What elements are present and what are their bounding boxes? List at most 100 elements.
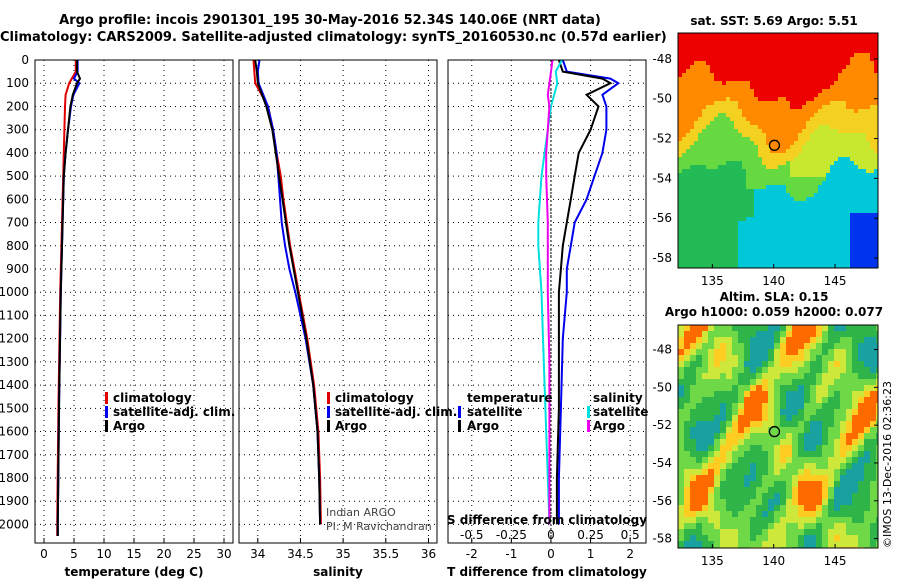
map-cell bbox=[858, 355, 865, 362]
map-cell bbox=[774, 157, 779, 162]
map-cell bbox=[750, 189, 755, 194]
map-cell bbox=[854, 69, 859, 74]
map-cell bbox=[686, 241, 691, 246]
map-cell bbox=[850, 41, 855, 46]
map-cell bbox=[770, 193, 775, 198]
map-cell bbox=[870, 81, 875, 86]
map-cell bbox=[738, 245, 743, 250]
map-cell bbox=[702, 385, 709, 392]
map-cell bbox=[708, 409, 715, 416]
map-cell bbox=[854, 185, 859, 190]
map-cell bbox=[774, 233, 779, 238]
map-cell bbox=[822, 373, 829, 380]
map-cell bbox=[690, 331, 697, 338]
map-cell bbox=[874, 89, 879, 94]
map-cell bbox=[798, 89, 803, 94]
map-cell bbox=[842, 125, 847, 130]
map-cell bbox=[768, 469, 775, 476]
map-cell bbox=[734, 85, 739, 90]
map-cell bbox=[862, 197, 867, 202]
map-cell bbox=[830, 201, 835, 206]
map-cell bbox=[722, 137, 727, 142]
map-cell bbox=[828, 331, 835, 338]
map-cell bbox=[826, 233, 831, 238]
map-cell bbox=[730, 241, 735, 246]
map-cell bbox=[804, 403, 811, 410]
map-cell bbox=[730, 237, 735, 242]
map-cell bbox=[730, 61, 735, 66]
map-cell bbox=[720, 427, 727, 434]
map-cell bbox=[762, 61, 767, 66]
map-cell bbox=[738, 181, 743, 186]
map-cell bbox=[742, 221, 747, 226]
map-cell bbox=[754, 37, 759, 42]
map-cell bbox=[750, 133, 755, 138]
map-cell bbox=[718, 125, 723, 130]
map-cell bbox=[822, 173, 827, 178]
map-cell bbox=[738, 173, 743, 178]
map-cell bbox=[766, 49, 771, 54]
map-cell bbox=[696, 415, 703, 422]
map-cell bbox=[850, 85, 855, 90]
map-cell bbox=[870, 37, 875, 42]
map-cell bbox=[690, 137, 695, 142]
map-cell bbox=[794, 201, 799, 206]
map-cell bbox=[780, 349, 787, 356]
map-cell bbox=[718, 41, 723, 46]
map-cell bbox=[698, 97, 703, 102]
map-cell bbox=[678, 205, 683, 210]
map-cell bbox=[766, 229, 771, 234]
map-cell bbox=[838, 109, 843, 114]
map-cell bbox=[768, 385, 775, 392]
map-cell bbox=[738, 125, 743, 130]
map-cell bbox=[732, 517, 739, 524]
map-cell bbox=[852, 385, 859, 392]
map-cell bbox=[782, 97, 787, 102]
map-cell bbox=[678, 69, 683, 74]
map-cell bbox=[718, 109, 723, 114]
map-cell bbox=[738, 81, 743, 86]
map-cell bbox=[870, 89, 875, 94]
map-cell bbox=[864, 331, 871, 338]
map-cell bbox=[834, 57, 839, 62]
map-cell bbox=[822, 487, 829, 494]
map-cell bbox=[708, 331, 715, 338]
map-cell bbox=[852, 343, 859, 350]
map-cell bbox=[732, 373, 739, 380]
map-cell bbox=[840, 433, 847, 440]
map-cell bbox=[690, 45, 695, 50]
map-cell bbox=[762, 177, 767, 182]
map-cell bbox=[822, 529, 829, 536]
map-cell bbox=[696, 361, 703, 368]
map-cell bbox=[814, 41, 819, 46]
map-cell bbox=[830, 181, 835, 186]
map-cell bbox=[782, 45, 787, 50]
map-cell bbox=[744, 481, 751, 488]
map-cell bbox=[816, 493, 823, 500]
map-cell bbox=[782, 149, 787, 154]
map-cell bbox=[718, 197, 723, 202]
map-cell bbox=[814, 257, 819, 262]
map-cell bbox=[726, 221, 731, 226]
map-cell bbox=[854, 65, 859, 70]
map-cell bbox=[694, 221, 699, 226]
map-cell bbox=[754, 113, 759, 118]
map-cell bbox=[778, 121, 783, 126]
map-cell bbox=[762, 469, 769, 476]
map-cell bbox=[722, 257, 727, 262]
map-cell bbox=[858, 129, 863, 134]
map-cell bbox=[782, 253, 787, 258]
map-cell bbox=[802, 41, 807, 46]
map-cell bbox=[742, 193, 747, 198]
map-cell bbox=[678, 457, 685, 464]
map-cell bbox=[726, 181, 731, 186]
map-cell bbox=[768, 535, 775, 542]
map-cell bbox=[714, 101, 719, 106]
map-cell bbox=[770, 37, 775, 42]
map-cell bbox=[768, 517, 775, 524]
map-cell bbox=[846, 37, 851, 42]
map-cell bbox=[702, 49, 707, 54]
map-cell bbox=[714, 193, 719, 198]
map-cell bbox=[762, 463, 769, 470]
map-cell bbox=[690, 361, 697, 368]
